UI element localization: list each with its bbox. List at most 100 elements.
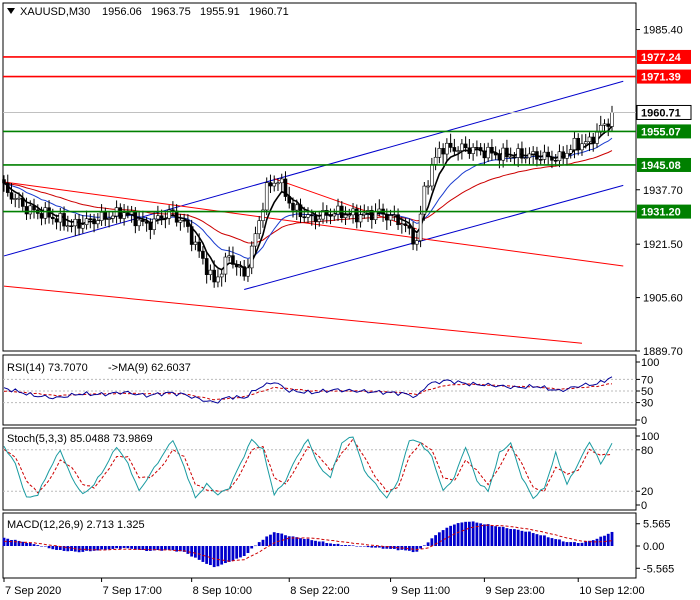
macd-hist-bar xyxy=(197,546,201,560)
price-tick-label: 1921.50 xyxy=(643,239,683,251)
macd-hist-bar xyxy=(603,535,606,546)
candle-body xyxy=(546,151,550,158)
macd-hist-bar xyxy=(498,526,501,546)
candle-body xyxy=(456,150,460,152)
candle-body xyxy=(441,148,445,155)
stoch-tick-label: 20 xyxy=(641,486,653,498)
price-axis: 1985.40 1937.70 1921.50 1905.60 1889.70 1977.… xyxy=(636,25,692,358)
macd-hist-bar xyxy=(471,521,475,546)
candle-body xyxy=(606,123,611,127)
macd-hist-bar xyxy=(295,537,299,546)
macd-hist-bar xyxy=(520,530,524,546)
candle-body xyxy=(84,218,89,225)
level-tag-label: 1955.07 xyxy=(641,126,681,138)
candle-body xyxy=(508,156,513,159)
candle-body xyxy=(538,158,543,161)
candle-body xyxy=(550,156,554,161)
candle-body xyxy=(610,112,614,127)
macd-hist-bar xyxy=(276,533,280,546)
candle-body xyxy=(261,209,265,222)
macd-hist-bar xyxy=(404,546,407,551)
price-tick-label: 1905.60 xyxy=(643,293,683,305)
macd-hist-bar xyxy=(66,546,70,552)
macd-hist-bar xyxy=(486,524,490,546)
macd-hist-bar xyxy=(280,533,284,546)
macd-hist-bar xyxy=(156,546,160,551)
candle-body xyxy=(317,218,322,222)
macd-panel: MACD(12,26,9) 2.713 1.325 5.565 0.00 -5.56… xyxy=(2,512,674,579)
candle-body xyxy=(20,197,25,207)
time-tick-label: 9 Sep 23:00 xyxy=(485,585,544,597)
candle-body xyxy=(257,220,262,235)
candle-body xyxy=(309,214,314,217)
macd-hist-bar xyxy=(377,546,381,548)
macd-hist-bar xyxy=(160,546,164,551)
macd-hist-bar xyxy=(212,546,216,568)
candle-body xyxy=(587,136,592,143)
candle-body xyxy=(512,156,517,159)
macd-hist-bar xyxy=(419,546,422,549)
time-tick-label: 9 Sep 11:00 xyxy=(392,585,451,597)
macd-hist-bar xyxy=(362,546,366,547)
candle-body xyxy=(561,151,566,159)
candle-body xyxy=(475,147,479,149)
macd-hist-bar xyxy=(314,540,317,546)
macd-hist-bar xyxy=(122,546,126,548)
macd-hist-bar xyxy=(584,541,588,546)
macd-tick-label: 5.565 xyxy=(643,519,671,531)
candle-body xyxy=(313,215,318,222)
macd-hist-bar xyxy=(171,546,175,551)
macd-hist-bar xyxy=(359,546,362,547)
time-tick-label: 8 Sep 22:00 xyxy=(290,585,349,597)
macd-tick-label: 0.00 xyxy=(643,541,664,553)
macd-hist-bar xyxy=(81,546,85,552)
rsi-tick-label: 30 xyxy=(641,398,653,410)
candle-body xyxy=(156,215,160,220)
candle-body xyxy=(568,149,573,154)
macd-hist-bar xyxy=(490,525,494,546)
macd-hist-bar xyxy=(28,542,32,546)
candle-body xyxy=(520,148,524,159)
price-header-low: 1955.91 xyxy=(200,6,240,18)
macd-hist-bar xyxy=(317,541,321,546)
collapse-triangle-icon[interactable] xyxy=(7,8,15,14)
macd-hist-bar xyxy=(216,546,220,567)
macd-hist-bar xyxy=(340,545,344,546)
rsi-panel: RSI(14) 73.7070 ->MA(9) 62.6037 100 70503… xyxy=(2,354,659,427)
candle-body xyxy=(418,213,423,241)
candle-body xyxy=(294,204,299,211)
candle-body xyxy=(595,131,599,144)
macd-hist-bar xyxy=(239,546,242,558)
macd-hist-bar xyxy=(539,535,543,546)
current-price-label: 1960.71 xyxy=(641,107,681,119)
macd-hist-bar xyxy=(227,546,231,562)
candle-body xyxy=(216,276,220,283)
candle-body xyxy=(354,208,359,223)
candle-body xyxy=(572,137,577,150)
candle-body xyxy=(66,225,70,228)
candle-body xyxy=(238,266,243,268)
macd-hist-bar xyxy=(516,529,520,546)
macd-hist-bar xyxy=(291,536,295,546)
candle-body xyxy=(388,215,393,221)
candle-body xyxy=(557,151,562,161)
price-tick-label: 1937.70 xyxy=(643,185,683,197)
macd-hist-bar xyxy=(344,545,347,546)
macd-hist-bar xyxy=(351,545,355,546)
candle-body xyxy=(268,182,273,187)
candle-body xyxy=(5,182,10,193)
candle-body xyxy=(133,211,138,227)
macd-hist-bar xyxy=(36,545,40,546)
macd-hist-bar xyxy=(569,542,573,546)
candle-body xyxy=(276,182,280,185)
stoch-signal-line xyxy=(3,438,613,494)
candle-body xyxy=(358,214,363,223)
candle-body xyxy=(542,151,547,160)
candle-body xyxy=(47,207,51,218)
price-header-open: 1956.06 xyxy=(102,6,142,18)
macd-hist-bar xyxy=(145,546,149,552)
candle-body xyxy=(306,214,310,218)
macd-hist-bar xyxy=(126,546,130,549)
macd-hist-bar xyxy=(13,539,17,546)
candle-body xyxy=(88,218,93,221)
